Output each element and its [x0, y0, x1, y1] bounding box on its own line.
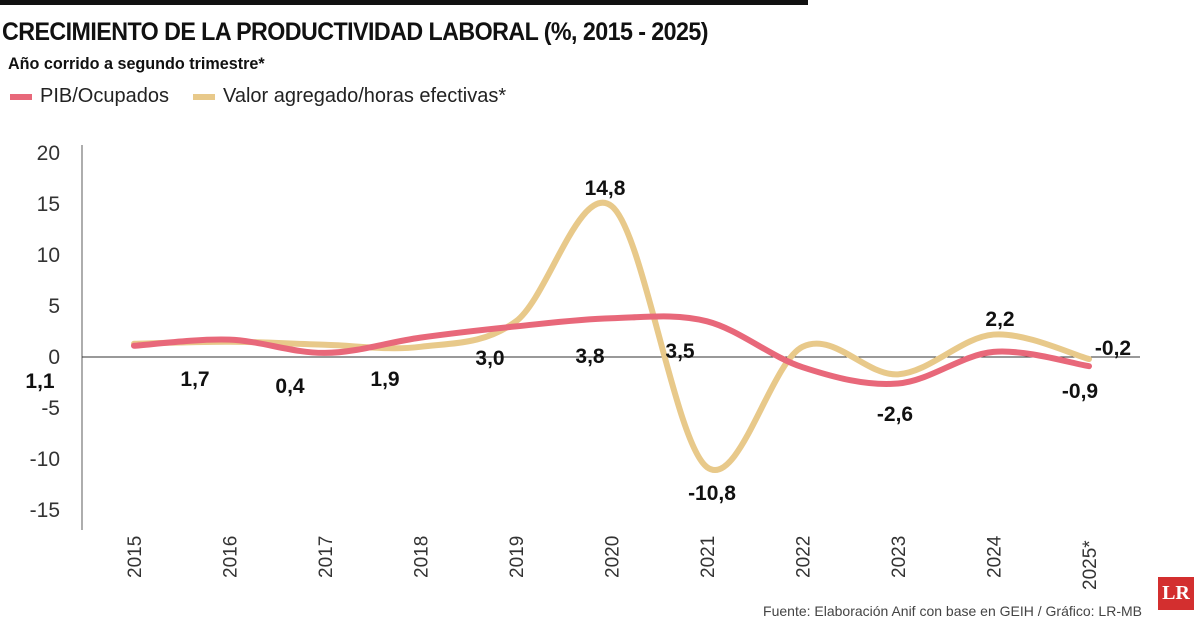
series-line-valor: [131, 199, 1092, 473]
legend-swatch: [10, 93, 32, 100]
x-tick-label: 2024: [985, 535, 1006, 578]
data-label: 3,8: [575, 345, 605, 368]
data-label: 3,5: [665, 340, 695, 363]
data-label: 1,1: [25, 370, 55, 393]
y-tick-label: 15: [37, 193, 60, 216]
y-tick-label: -15: [30, 499, 60, 522]
chart-title: CRECIMIENTO DE LA PRODUCTIVIDAD LABORAL …: [2, 18, 709, 46]
y-tick-label: -5: [41, 397, 60, 420]
data-label: 3,0: [475, 347, 504, 370]
data-label: 1,7: [180, 368, 209, 391]
legend: PIB/Ocupados Valor agregado/horas efecti…: [10, 85, 506, 108]
legend-item-pib: PIB/Ocupados: [10, 85, 169, 108]
y-tick-label: 20: [37, 142, 60, 165]
x-tick-label: 2018: [412, 536, 433, 578]
x-tick-label: 2023: [889, 536, 910, 578]
x-tick-label: 2022: [794, 536, 815, 578]
lr-logo: LR: [1158, 577, 1194, 610]
x-tick-label: 2021: [698, 536, 719, 578]
x-tick-label: 2020: [603, 536, 624, 578]
x-tick-label: 2017: [316, 536, 337, 578]
legend-item-valor: Valor agregado/horas efectivas*: [192, 85, 507, 108]
x-tick-label: 2015: [125, 536, 146, 578]
top-rule: [0, 0, 808, 5]
data-label: -10,8: [688, 482, 736, 505]
source-note: Fuente: Elaboración Anif con base en GEI…: [763, 603, 1142, 619]
data-label: 1,9: [370, 368, 399, 391]
y-tick-label: 5: [48, 295, 60, 318]
data-label: -0,2: [1095, 337, 1131, 360]
data-label: 0,4: [275, 375, 305, 398]
x-tick-label: 2016: [221, 536, 242, 578]
data-label: -2,6: [877, 403, 913, 426]
x-tick-label: 2019: [507, 536, 528, 578]
y-tick-label: 0: [48, 346, 60, 369]
y-tick-label: -10: [30, 448, 60, 471]
legend-label: PIB/Ocupados: [40, 85, 169, 107]
series-line-pib: [131, 313, 1092, 387]
data-label: 14,8: [585, 177, 626, 200]
chart-subtitle: Año corrido a segundo trimestre*: [8, 54, 265, 73]
y-tick-label: 10: [37, 244, 60, 267]
data-label: 2,2: [985, 308, 1014, 331]
x-tick-label: 2025*: [1080, 540, 1101, 590]
legend-label: Valor agregado/horas efectivas*: [222, 85, 507, 107]
data-label: -0,9: [1062, 380, 1098, 403]
legend-swatch: [192, 93, 215, 100]
